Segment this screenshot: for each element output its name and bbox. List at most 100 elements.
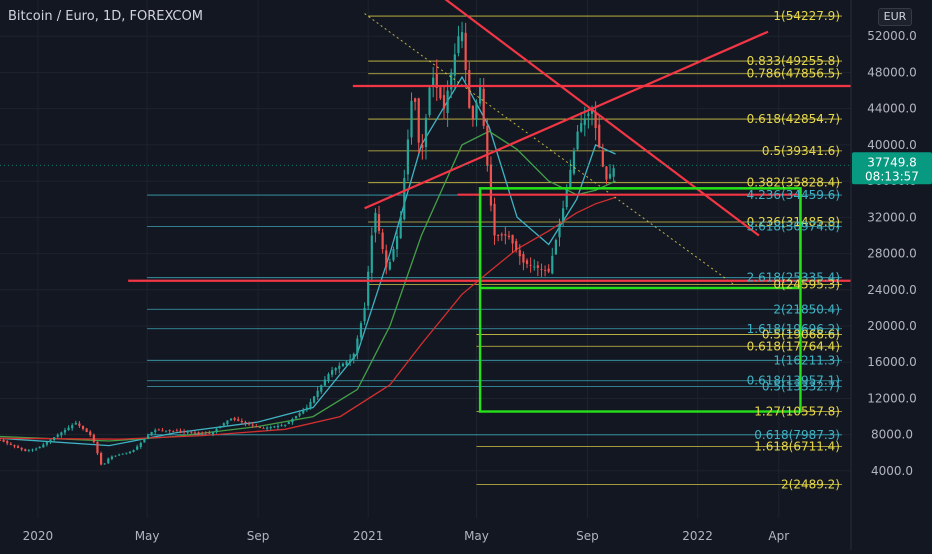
time-axis[interactable]: 2020 May Sep 2021 May Sep 2022 Apr [23,529,790,543]
price-axis-tick-9: 40000.0 [867,138,917,152]
current-price-box [852,152,932,185]
candle-body-163 [587,113,590,116]
green-target-box-2 [478,187,802,413]
candle-body-5 [16,446,20,448]
candle-body-60 [215,428,218,432]
candle-body-11 [38,447,41,449]
candle-body-156 [562,208,565,222]
candle-body-68 [244,421,247,424]
candle-body-93 [334,368,337,371]
candle-body-108 [388,261,391,270]
candle-body-104 [374,212,377,233]
candle-body-74 [266,427,269,429]
candle-body-154 [554,239,558,255]
candle-body-25 [89,431,92,435]
candle-body-31 [110,456,114,459]
candle-body-64 [229,418,233,421]
candle-body-3 [9,443,12,445]
candle-body-153 [551,255,554,274]
candle-body-14 [49,439,52,443]
current-price-value: 37749.8 [867,155,917,169]
candle-body-15 [53,437,56,441]
price-axis-tick-11: 48000.0 [867,65,917,79]
candle-body-56 [201,432,204,434]
fib-label-8: 3.618(30974.0) [747,220,840,234]
fib-label-15: 1(16211.3) [773,353,840,367]
fib-label-1: 0.833(49255.8) [747,54,840,68]
candle-body-85 [305,407,308,411]
candle-body-112 [403,178,406,220]
candle-body-124 [446,90,449,114]
candle-body-145 [522,254,525,263]
candle-body-4 [13,445,16,447]
time-axis-tick-0: 2020 [23,529,54,543]
candle-body-146 [525,260,529,264]
candle-body-79 [284,424,287,426]
candle-body-136 [489,164,493,206]
candle-body-150 [540,269,543,270]
time-axis-tick-2: Sep [247,529,270,543]
candle-body-50 [179,430,182,432]
candle-body-101 [363,307,366,322]
candle-body-157 [565,189,568,208]
candle-body-17 [60,432,63,436]
red-trend-line-1 [364,30,769,210]
price-axis-tick-7: 32000.0 [867,210,917,224]
time-axis-tick-6: 2022 [682,529,713,543]
fib-label-12: 1.618(19696.2) [747,322,840,336]
candle-body-80 [287,421,290,425]
candle-body-125 [450,72,453,90]
fib-label-3: 0.618(42854.7) [747,112,840,126]
candle-body-81 [291,418,294,423]
candle-body-88 [316,390,319,397]
candle-body-94 [338,365,341,369]
candle-body-35 [125,452,128,454]
candle-body-167 [601,150,604,167]
candle-body-98 [352,353,355,360]
candle-body-114 [410,100,413,138]
candle-body-117 [421,144,424,148]
candle-body-137 [493,203,496,236]
fib-label-13: 0.5(19068.6) [762,327,840,341]
candle-body-44 [157,429,160,431]
price-axis-tick-3: 16000.0 [867,355,917,369]
candle-body-158 [569,169,572,189]
time-axis-tick-5: Sep [576,529,599,543]
candle-body-75 [269,426,272,429]
candle-body-100 [359,323,363,338]
currency-button[interactable]: EUR [878,8,912,26]
fib-label-4: 0.5(39341.6) [762,144,840,158]
candle-body-168 [605,166,608,180]
moving-average-line-2 [0,196,616,440]
candle-body-152 [547,268,550,272]
candle-body-32 [114,455,117,457]
fib-label-14: 0.618(17764.4) [747,339,840,353]
candle-body-19 [67,427,70,431]
candle-body-54 [193,432,197,434]
candle-body-160 [576,131,579,150]
candle-body-161 [580,123,583,132]
candle-body-36 [128,451,132,454]
candle-body-149 [536,265,539,268]
candle-body-118 [424,117,428,148]
candle-body-126 [453,54,456,76]
candle-body-51 [182,431,186,433]
candle-body-170 [612,168,615,177]
candle-body-83 [298,413,301,416]
price-axis-tick-6: 28000.0 [867,247,917,261]
price-axis-tick-2: 12000.0 [867,391,917,405]
candle-body-52 [186,432,189,433]
candle-body-53 [190,431,193,433]
fib-label-20: 1.618(6711.4) [754,439,840,453]
candle-body-113 [406,139,410,175]
candle-body-47 [168,429,171,431]
candle-body-86 [309,401,312,409]
candle-body-141 [507,235,511,238]
candle-body-121 [435,73,438,88]
candle-body-0 [0,439,2,441]
candle-body-111 [399,216,402,239]
time-axis-tick-3: 2021 [353,529,384,543]
